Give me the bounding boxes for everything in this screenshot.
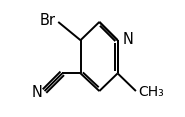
Text: Br: Br — [40, 13, 56, 28]
Text: N: N — [31, 85, 42, 100]
Text: N: N — [122, 32, 133, 47]
Text: CH₃: CH₃ — [138, 85, 164, 99]
